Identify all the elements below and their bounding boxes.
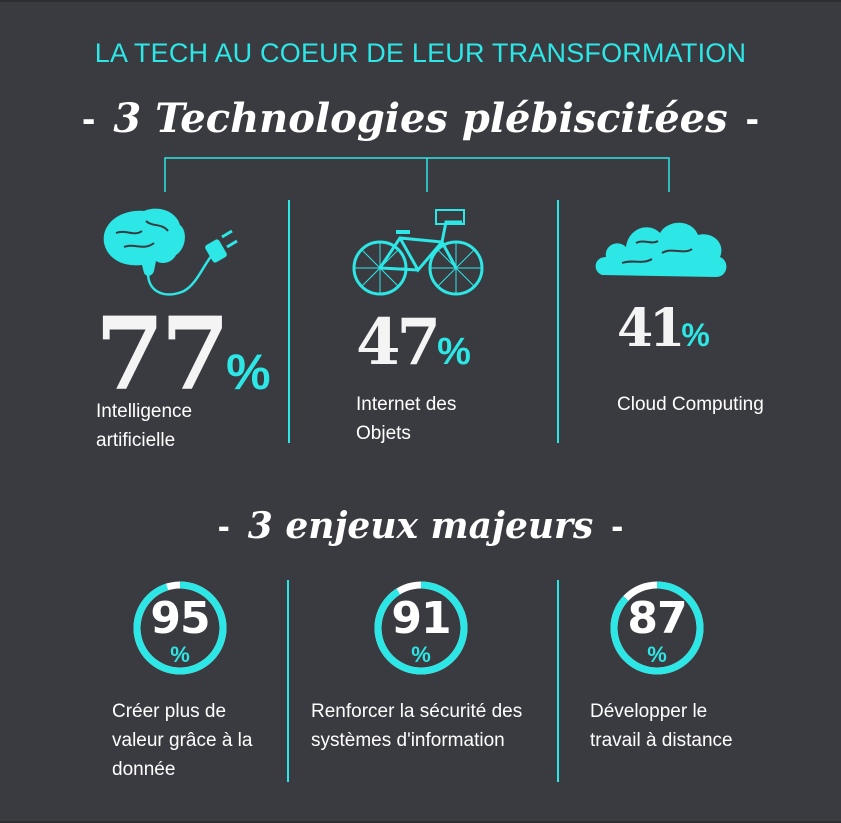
- issue-2-percent: %: [411, 642, 431, 667]
- issue-1-percent: %: [170, 642, 190, 667]
- tech-heading-text: 3 Technologies plébiscitées: [113, 95, 728, 142]
- issue-1-label: Créer plus de valeur grâce à la donnée: [112, 701, 253, 780]
- tech-iot-percent: %: [437, 331, 471, 373]
- tech-cloud-value: 41%: [617, 298, 710, 359]
- heading-connector: [164, 157, 670, 192]
- tech-section-heading: -3 Technologies plébiscitées -: [82, 95, 759, 142]
- bottom-border: [0, 821, 841, 823]
- issues-divider-2: [557, 580, 559, 782]
- tech-cloud-label: Cloud Computing: [617, 394, 764, 415]
- issues-divider-1: [287, 580, 289, 782]
- tech-ai-label: Intelligence artificielle: [96, 401, 193, 451]
- issue-2-ring-fill: [374, 581, 468, 675]
- tech-iot-value: 47%: [356, 305, 471, 380]
- tech-cloud-percent: %: [681, 317, 710, 353]
- tech-ai-value: 77%: [95, 295, 271, 413]
- issue-3-ring: [610, 581, 704, 675]
- tech-ai-percent: %: [226, 344, 271, 400]
- issue-3-ring-fill: [610, 581, 704, 675]
- cloud-icon: [595, 222, 727, 277]
- issues-section-heading: -3 enjeux majeurs -: [217, 505, 624, 547]
- issue-1-ring: [133, 581, 227, 675]
- tech-divider-1: [288, 200, 290, 443]
- tech-ai-number: 77: [95, 295, 230, 413]
- brain-plug-icon: [103, 208, 238, 296]
- bicycle-icon: [352, 209, 484, 296]
- page-title: LA TECH AU COEUR DE LEUR TRANSFORMATION: [94, 38, 747, 68]
- issue-2-number: 91: [391, 593, 451, 644]
- issue-1-number: 95: [150, 593, 210, 644]
- issues-heading-text: 3 enjeux majeurs: [247, 505, 594, 547]
- tech-divider-2: [557, 200, 559, 443]
- tech-iot-number: 47: [356, 305, 441, 380]
- top-border: [0, 0, 841, 2]
- issue-2-ring: [374, 581, 468, 675]
- issue-3-number: 87: [627, 593, 687, 644]
- issue-1-ring-fill: [133, 581, 227, 675]
- tech-iot-label: Internet des Objets: [356, 394, 457, 444]
- issue-2-label: Renforcer la sécurité des systèmes d'inf…: [311, 701, 523, 751]
- issue-3-percent: %: [647, 642, 667, 667]
- tech-cloud-number: 41: [617, 298, 685, 359]
- issue-3-label: Développer le travail à distance: [590, 701, 733, 751]
